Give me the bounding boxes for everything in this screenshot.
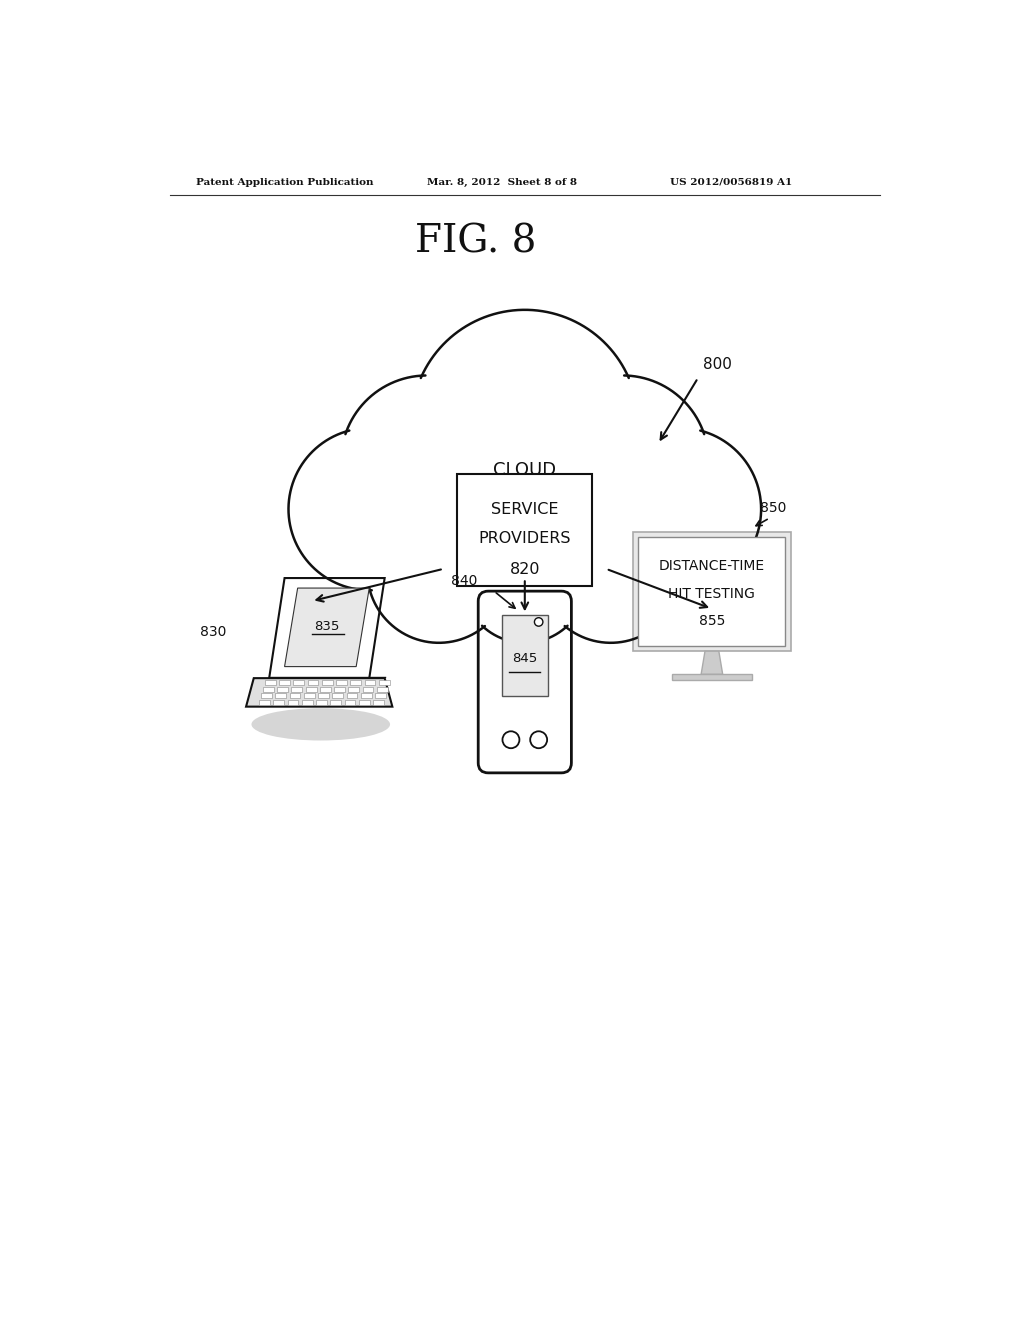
Polygon shape bbox=[304, 693, 314, 698]
Polygon shape bbox=[333, 693, 343, 698]
FancyBboxPatch shape bbox=[458, 474, 592, 586]
Text: CLOUD: CLOUD bbox=[494, 461, 556, 479]
Circle shape bbox=[535, 618, 543, 626]
Polygon shape bbox=[672, 675, 752, 681]
Polygon shape bbox=[302, 700, 312, 705]
Polygon shape bbox=[350, 680, 361, 685]
Text: 850: 850 bbox=[760, 500, 786, 515]
Polygon shape bbox=[273, 700, 285, 705]
Polygon shape bbox=[316, 700, 327, 705]
Ellipse shape bbox=[252, 709, 390, 741]
Circle shape bbox=[341, 375, 513, 548]
Polygon shape bbox=[275, 693, 286, 698]
Polygon shape bbox=[362, 686, 374, 692]
Polygon shape bbox=[346, 693, 357, 698]
Text: 830: 830 bbox=[201, 624, 226, 639]
Polygon shape bbox=[285, 589, 370, 667]
Circle shape bbox=[412, 310, 638, 537]
Polygon shape bbox=[701, 651, 723, 675]
Polygon shape bbox=[294, 680, 304, 685]
Text: 835: 835 bbox=[314, 620, 340, 634]
Polygon shape bbox=[292, 686, 302, 692]
Text: US 2012/0056819 A1: US 2012/0056819 A1 bbox=[670, 178, 792, 186]
Polygon shape bbox=[306, 686, 316, 692]
Text: 810: 810 bbox=[509, 488, 541, 506]
Polygon shape bbox=[280, 680, 290, 685]
FancyBboxPatch shape bbox=[638, 537, 785, 645]
Circle shape bbox=[537, 375, 709, 548]
Text: PROVIDERS: PROVIDERS bbox=[478, 532, 571, 546]
Text: 845: 845 bbox=[512, 652, 538, 665]
Polygon shape bbox=[259, 700, 270, 705]
Polygon shape bbox=[373, 700, 384, 705]
Circle shape bbox=[539, 499, 682, 643]
Polygon shape bbox=[290, 693, 300, 698]
Polygon shape bbox=[278, 686, 288, 692]
Polygon shape bbox=[377, 686, 388, 692]
Polygon shape bbox=[360, 693, 372, 698]
Polygon shape bbox=[307, 680, 318, 685]
Text: HIT TESTING: HIT TESTING bbox=[669, 586, 756, 601]
Polygon shape bbox=[265, 680, 275, 685]
Text: 800: 800 bbox=[703, 358, 732, 372]
Polygon shape bbox=[319, 686, 331, 692]
Polygon shape bbox=[334, 686, 345, 692]
Polygon shape bbox=[318, 693, 329, 698]
Text: DISTANCE-TIME: DISTANCE-TIME bbox=[658, 560, 765, 573]
Polygon shape bbox=[269, 578, 385, 678]
Polygon shape bbox=[365, 680, 376, 685]
Text: Mar. 8, 2012  Sheet 8 of 8: Mar. 8, 2012 Sheet 8 of 8 bbox=[427, 178, 577, 186]
Polygon shape bbox=[261, 693, 271, 698]
Polygon shape bbox=[358, 700, 370, 705]
Text: 855: 855 bbox=[698, 614, 725, 628]
Text: 820: 820 bbox=[510, 561, 540, 577]
Circle shape bbox=[368, 499, 511, 643]
Polygon shape bbox=[246, 678, 392, 706]
Circle shape bbox=[463, 519, 587, 643]
Polygon shape bbox=[263, 686, 273, 692]
FancyBboxPatch shape bbox=[478, 591, 571, 774]
Polygon shape bbox=[348, 686, 359, 692]
FancyBboxPatch shape bbox=[502, 615, 548, 696]
Polygon shape bbox=[375, 693, 386, 698]
Text: 840: 840 bbox=[451, 574, 477, 589]
Circle shape bbox=[599, 428, 761, 590]
Polygon shape bbox=[336, 680, 347, 685]
Polygon shape bbox=[345, 700, 355, 705]
Text: Patent Application Publication: Patent Application Publication bbox=[196, 178, 374, 186]
Circle shape bbox=[530, 731, 547, 748]
Polygon shape bbox=[331, 700, 341, 705]
Circle shape bbox=[503, 731, 519, 748]
Polygon shape bbox=[379, 680, 390, 685]
Text: FIG. 8: FIG. 8 bbox=[416, 224, 537, 261]
Circle shape bbox=[289, 428, 451, 590]
Polygon shape bbox=[288, 700, 298, 705]
Text: SERVICE: SERVICE bbox=[492, 503, 558, 517]
Polygon shape bbox=[322, 680, 333, 685]
FancyBboxPatch shape bbox=[633, 532, 791, 651]
